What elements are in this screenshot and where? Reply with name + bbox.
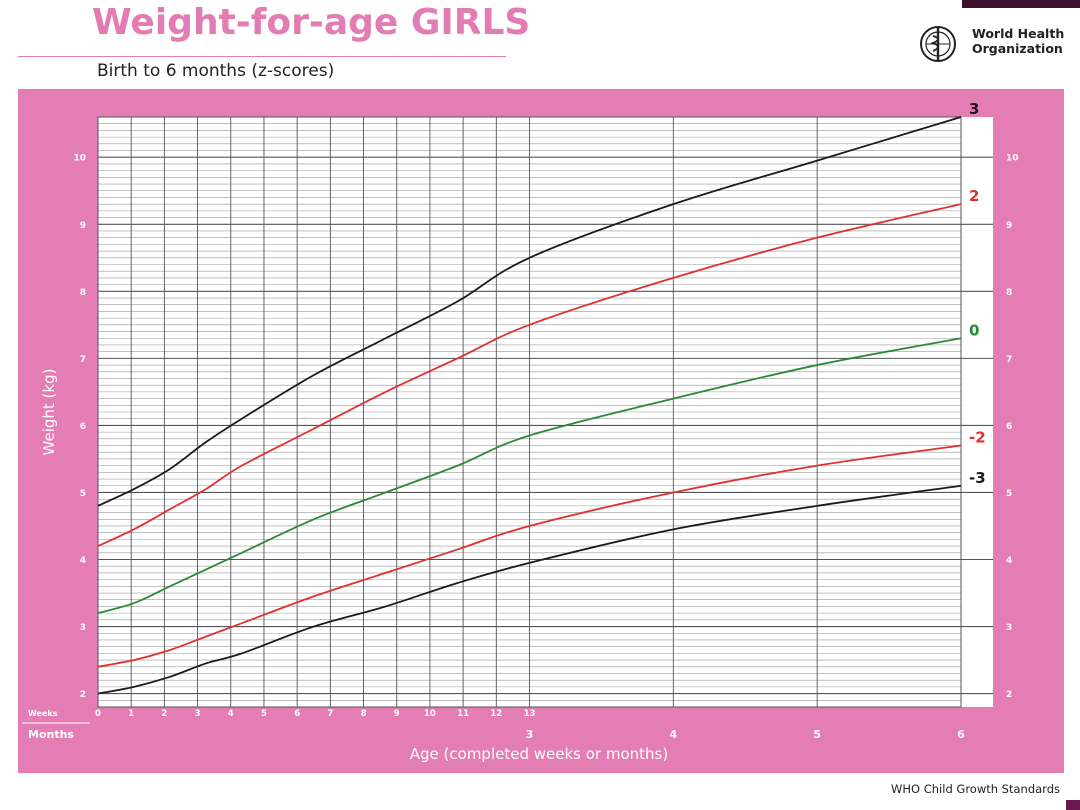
y-tick-label: 4 xyxy=(80,556,86,566)
who-logo xyxy=(920,26,956,62)
x-tick-week: 2 xyxy=(161,709,167,719)
weeks-axis-label: Weeks xyxy=(28,709,58,718)
y-tick-label: 5 xyxy=(80,489,86,499)
x-tick-week: 4 xyxy=(228,709,234,719)
y-tick-label: 7 xyxy=(1006,355,1012,365)
x-tick-month: 5 xyxy=(813,728,821,741)
label-strip xyxy=(961,117,993,707)
series-label: -2 xyxy=(969,429,986,447)
plot-frame xyxy=(97,116,962,708)
x-tick-week: 11 xyxy=(457,709,469,719)
y-tick-labels-right: 2 3 4 5 6 7 8 9 10 xyxy=(1006,154,1019,700)
x-axis-label: Age (completed weeks or months) xyxy=(410,745,668,763)
vertical-grid xyxy=(130,117,818,707)
y-axis-label: Weight (kg) xyxy=(40,369,58,456)
y-tick-label: 3 xyxy=(80,623,86,633)
y-tick-label: 8 xyxy=(1006,288,1012,298)
footer-source: WHO Child Growth Standards xyxy=(891,782,1060,796)
y-tick-labels-left: 2 3 4 5 6 7 8 9 10 xyxy=(73,154,86,700)
y-tick-label: 4 xyxy=(1006,556,1012,566)
y-tick-label: 8 xyxy=(80,288,86,298)
x-tick-week: 1 xyxy=(128,709,134,719)
series-label: 3 xyxy=(969,100,979,118)
y-tick-label: 3 xyxy=(1006,623,1012,633)
series-label: 2 xyxy=(969,187,979,205)
y-tick-label: 2 xyxy=(1006,690,1012,700)
series-label: -3 xyxy=(969,469,986,487)
corner-accent-bottom xyxy=(1066,800,1080,810)
x-tick-week: 0 xyxy=(95,709,101,719)
y-tick-label: 7 xyxy=(80,355,86,365)
series-lines xyxy=(97,116,962,695)
y-tick-label: 10 xyxy=(1006,154,1019,164)
series-labels: 3 2 0 -2 -3 xyxy=(969,100,986,487)
y-tick-label: 9 xyxy=(1006,221,1012,231)
corner-accent xyxy=(962,0,1080,8)
series-label: 0 xyxy=(969,321,979,339)
series-line xyxy=(97,444,962,668)
who-emblem-icon xyxy=(920,26,956,62)
page-subtitle: Birth to 6 months (z-scores) xyxy=(97,61,335,81)
org-name-line1: World Health xyxy=(972,26,1065,41)
y-tick-label: 2 xyxy=(80,690,86,700)
x-tick-week: 12 xyxy=(490,709,502,719)
y-tick-label: 6 xyxy=(1006,422,1012,432)
y-tick-label: 9 xyxy=(80,221,86,231)
series-line xyxy=(97,203,962,547)
x-tick-month: 4 xyxy=(670,728,678,741)
y-tick-label: 6 xyxy=(80,422,86,432)
page-title: Weight-for-age GIRLS xyxy=(92,2,531,43)
x-tick-labels: 0 1 2 3 4 5 6 7 8 9 10 11 12 133 4 5 6 xyxy=(95,709,965,741)
series-line xyxy=(97,337,962,615)
x-tick-month: 6 xyxy=(957,728,965,741)
y-tick-label: 5 xyxy=(1006,489,1012,499)
x-tick-month: 3 xyxy=(526,728,534,741)
x-tick-week: 7 xyxy=(327,709,333,719)
series-line xyxy=(97,116,962,507)
x-tick-week: 5 xyxy=(261,709,267,719)
title-divider xyxy=(18,56,506,57)
months-axis-label: Months xyxy=(28,728,74,741)
x-tick-week: 8 xyxy=(361,709,367,719)
who-wordmark: World Health Organization xyxy=(972,26,1064,56)
series-line xyxy=(97,484,962,695)
x-tick-week: 9 xyxy=(394,709,400,719)
x-tick-week: 3 xyxy=(195,709,201,719)
x-tick-week: 6 xyxy=(294,709,300,719)
x-tick-week: 13 xyxy=(524,709,536,719)
org-name-line2: Organization xyxy=(972,41,1063,56)
y-tick-label: 10 xyxy=(73,154,86,164)
x-tick-week: 10 xyxy=(424,709,436,719)
